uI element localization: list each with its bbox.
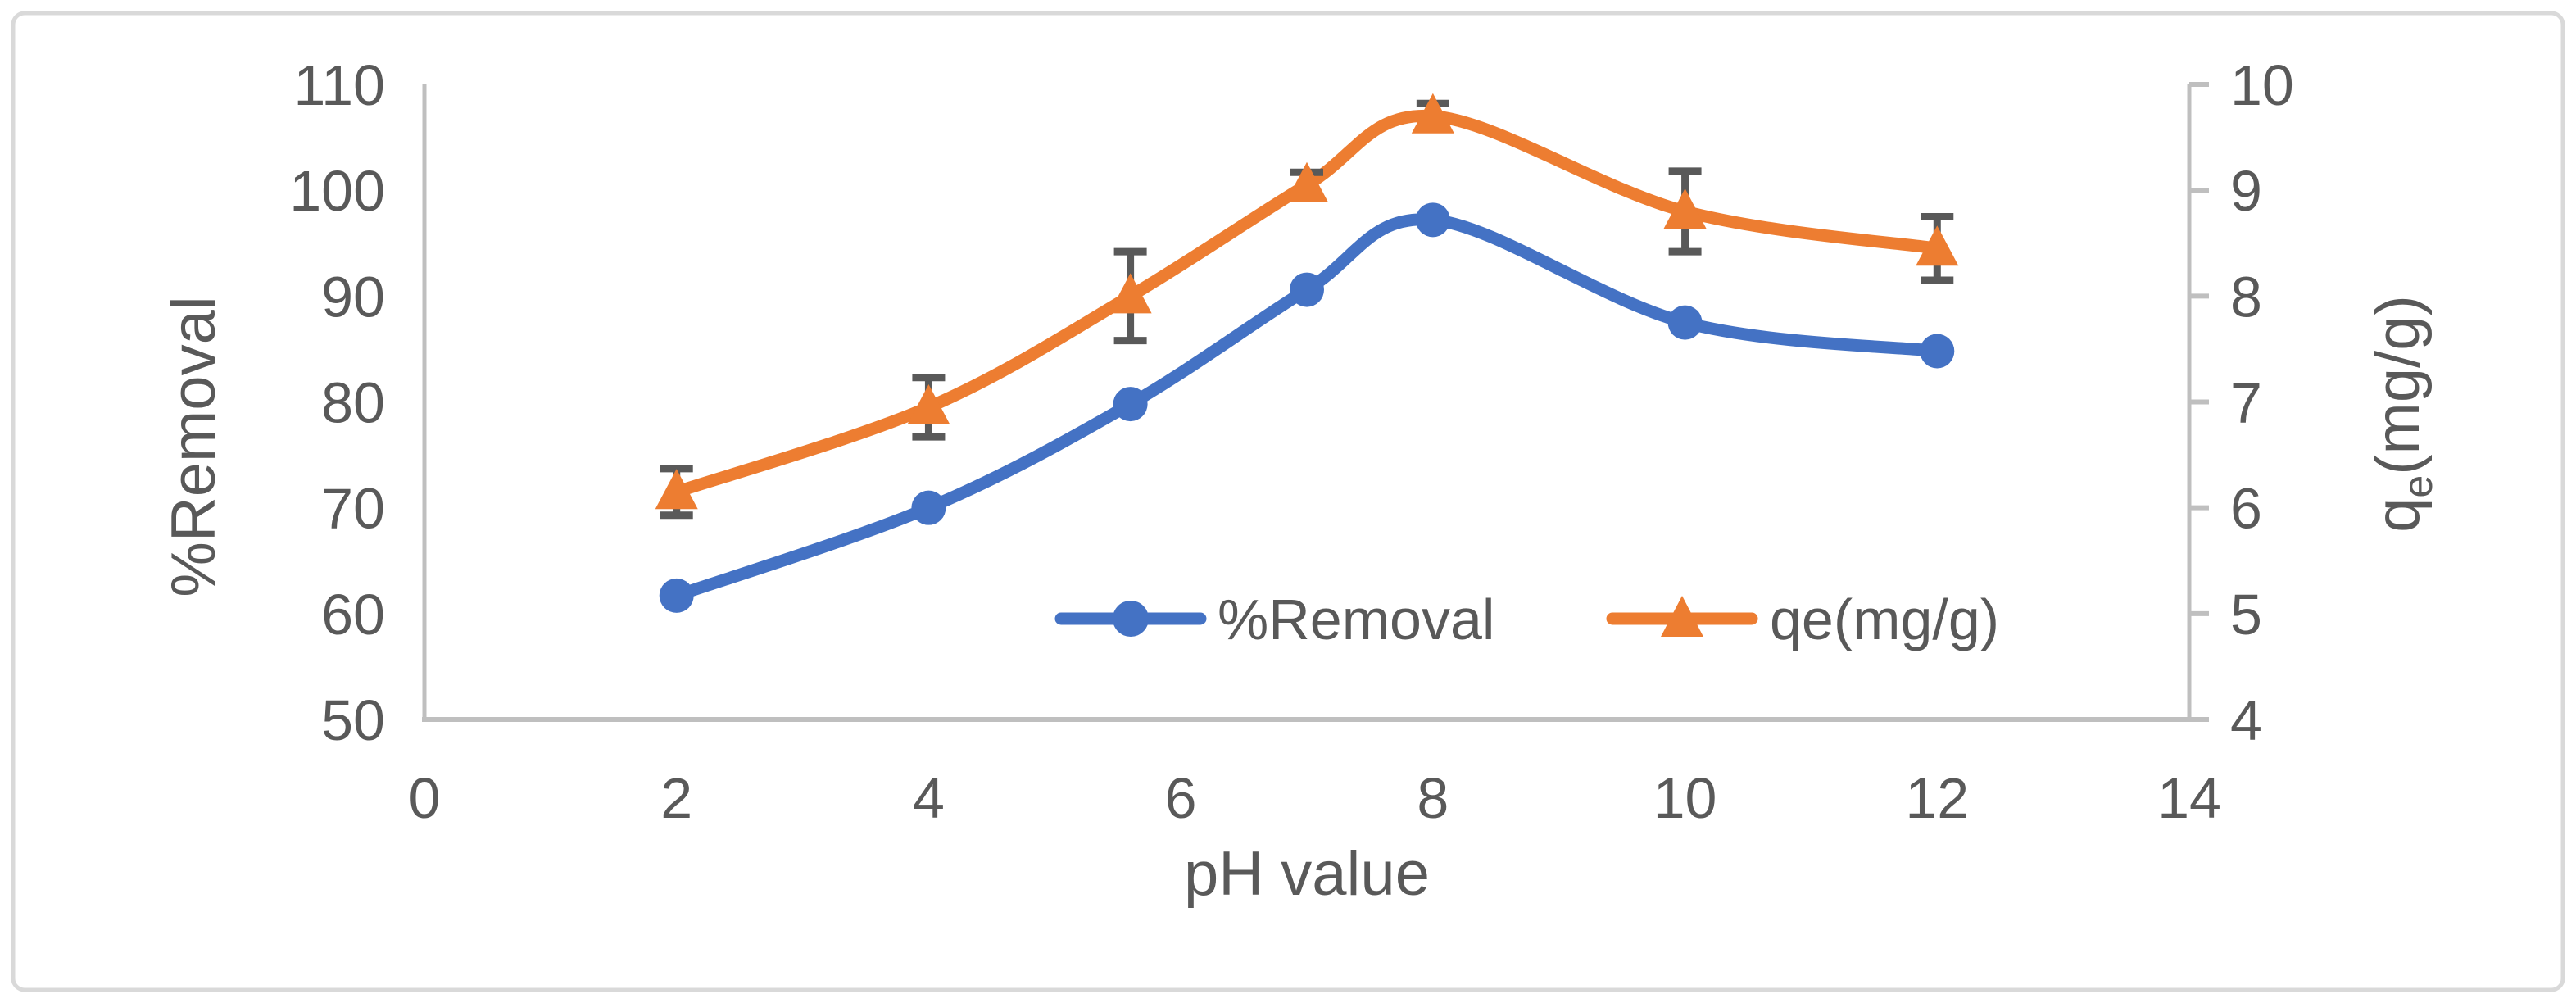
legend-item-removal: %Removal xyxy=(1054,588,1494,651)
data-point-triangle xyxy=(1663,188,1707,229)
legend-qe-triangle-icon xyxy=(1661,596,1703,637)
x-tick-label: 2 xyxy=(660,766,692,830)
legend-item-qe: qe(mg/g) xyxy=(1606,588,1999,651)
legend-removal-label: %Removal xyxy=(1218,588,1494,651)
right-axis-tick-labels: 10 9 8 7 6 5 4 xyxy=(2230,53,2294,752)
data-point-circle xyxy=(1920,334,1955,369)
x-tick-label: 10 xyxy=(1653,766,1717,830)
right-axis-tick-label: 9 xyxy=(2230,159,2262,223)
left-axis-tick-label: 100 xyxy=(289,159,385,223)
left-axis-tick-label: 110 xyxy=(293,53,385,117)
data-point-triangle xyxy=(1411,93,1454,134)
series-qe xyxy=(655,93,1959,520)
x-tick-label: 0 xyxy=(409,766,441,830)
data-point-circle xyxy=(911,490,946,525)
left-axis-tick-label: 50 xyxy=(321,688,385,752)
x-tick-label: 14 xyxy=(2157,766,2221,830)
series-layer xyxy=(655,93,1959,613)
data-point-circle xyxy=(1415,202,1450,238)
x-tick-label: 8 xyxy=(1417,766,1449,830)
left-axis-tick-label: 90 xyxy=(321,265,385,329)
right-axis-title: qe(mg/g) xyxy=(2363,295,2441,533)
left-axis-tick-label: 70 xyxy=(321,477,385,541)
data-point-triangle xyxy=(907,384,950,424)
x-tick-label: 6 xyxy=(1165,766,1197,830)
legend-removal-circle-icon xyxy=(1113,601,1149,637)
left-axis-tick-label: 80 xyxy=(321,371,385,435)
right-axis-tickmarks xyxy=(2189,82,2209,722)
right-axis-tick-label: 6 xyxy=(2230,477,2262,541)
series-removal xyxy=(659,202,1955,613)
legend: %Removal qe(mg/g) xyxy=(1054,588,1999,651)
data-point-triangle xyxy=(1286,161,1328,202)
x-axis-title: pH value xyxy=(1184,839,1430,909)
legend-qe-label: qe(mg/g) xyxy=(1770,588,1999,651)
left-axis-tick-labels: 110 100 90 80 70 60 50 xyxy=(289,53,385,752)
data-point-circle xyxy=(1667,305,1703,340)
right-axis-tick-label: 7 xyxy=(2230,371,2262,435)
x-tick-label: 12 xyxy=(1905,766,1969,830)
data-point-circle xyxy=(1290,272,1324,307)
right-axis-tick-label: 4 xyxy=(2230,688,2262,752)
data-point-triangle xyxy=(1109,273,1152,314)
right-axis-tick-label: 10 xyxy=(2230,53,2294,117)
data-point-circle xyxy=(1113,387,1148,422)
data-point-circle xyxy=(659,578,694,613)
data-point-triangle xyxy=(655,469,698,510)
right-axis-tick-label: 8 xyxy=(2230,265,2262,329)
right-axis-tick-label: 5 xyxy=(2230,583,2262,647)
data-point-triangle xyxy=(1916,225,1959,266)
x-axis-tick-labels: 0 2 4 6 8 10 12 14 xyxy=(409,766,2221,830)
x-tick-label: 4 xyxy=(913,766,945,830)
left-axis-tick-label: 60 xyxy=(321,583,385,647)
left-axis-title: %Removal xyxy=(159,296,229,597)
